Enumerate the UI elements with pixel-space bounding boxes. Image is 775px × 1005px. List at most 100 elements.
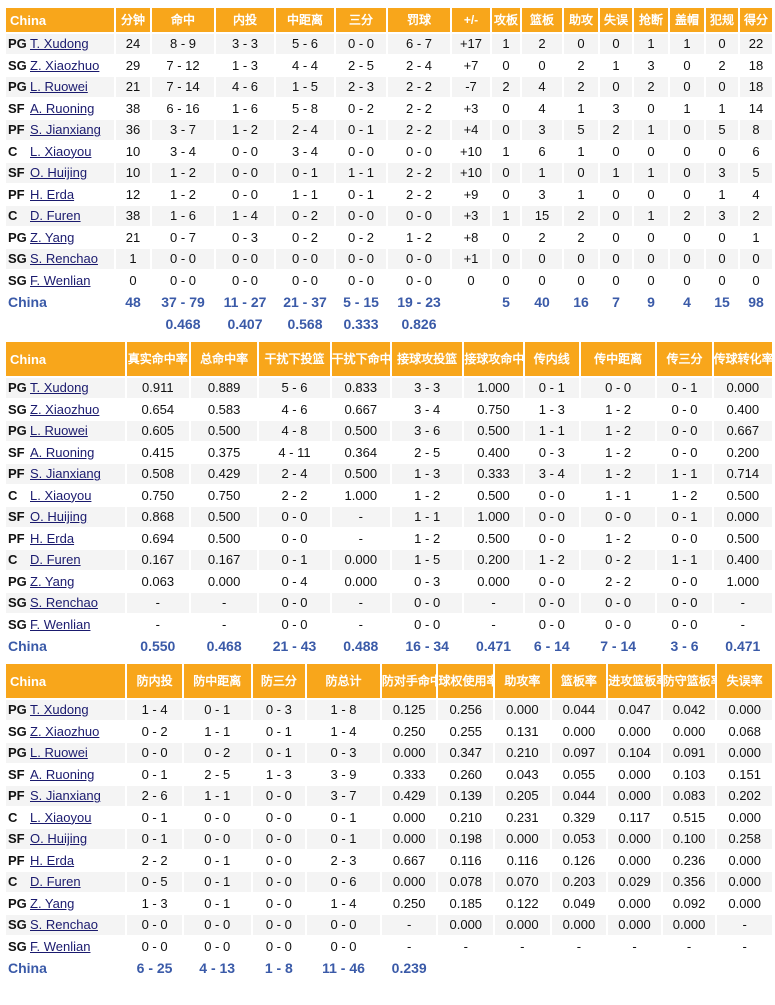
player-cell: PF S. Jianxiang — [6, 120, 114, 140]
stat-cell: 0.151 — [728, 766, 761, 782]
stat-cell: 8 — [740, 120, 772, 140]
player-row: PF H. Erda 0.694 0.500 0 - 0 - 1 - 2 0.500 0 - 0… — [6, 529, 772, 549]
stat-cell: 0 - 4 — [281, 573, 308, 589]
player-cell: SG Z. Xiaozhuo — [6, 56, 114, 76]
player-name-link[interactable]: F. Wenlian — [30, 616, 91, 632]
stat-cell: 0 - 1 — [336, 120, 386, 140]
percentage-cell — [634, 314, 668, 334]
stat-cell: 0.200 — [726, 444, 760, 460]
player-name-link[interactable]: F. Wenlian — [30, 938, 91, 954]
stat-cell: 0.000 — [438, 915, 494, 935]
player-name-link[interactable]: Z. Yang — [30, 573, 75, 589]
stat-cell: 0 — [612, 272, 620, 288]
player-name-link[interactable]: F. Wenlian — [30, 272, 91, 288]
stat-cell: 38 — [125, 100, 141, 116]
player-cell: SG Z. Xiaozhuo — [6, 400, 125, 420]
stat-cell: 0.083 — [662, 786, 716, 806]
stat-cell: 0 - 0 — [671, 530, 698, 546]
percentage-cell: 0.333 — [343, 316, 379, 332]
stat-cell: 0 - 0 — [580, 507, 656, 527]
stat-cell: 0.000 — [477, 573, 510, 589]
player-name-link[interactable]: Z. Xiaozhuo — [30, 401, 100, 417]
stat-cell: 2 — [740, 206, 772, 226]
total-cell: 5 — [502, 294, 510, 310]
player-name-link[interactable]: O. Huijing — [30, 165, 88, 181]
stat-cell: 0 — [564, 34, 598, 54]
stat-cell: 0 — [612, 143, 620, 159]
player-name-link[interactable]: D. Furen — [30, 208, 81, 224]
stat-cell: 0 - 0 — [231, 272, 258, 288]
player-position: PG — [8, 895, 27, 911]
stat-cell: 0 — [647, 272, 655, 288]
player-name-link[interactable]: L. Ruowei — [30, 79, 88, 95]
player-name-link[interactable]: O. Huijing — [30, 831, 88, 847]
stat-cell: 4 - 6 — [281, 401, 308, 417]
player-name-link[interactable]: T. Xudong — [30, 702, 89, 718]
team-header: China — [6, 342, 125, 376]
player-name-link[interactable]: S. Jianxiang — [30, 466, 101, 482]
stat-cell: 0.000 — [728, 852, 761, 868]
stat-cell: 1 - 1 — [183, 786, 251, 806]
stat-cell: 3 - 3 — [391, 378, 463, 398]
stat-cell: 1 — [683, 100, 691, 116]
stat-cell: 5 - 6 — [276, 34, 334, 54]
stat-cell: 0 — [706, 34, 738, 54]
stat-cell: 0 - 0 — [291, 272, 318, 288]
stat-cell: 0.125 — [381, 700, 437, 720]
stat-cell: 0 - 0 — [605, 616, 632, 632]
player-cell: C D. Furen — [6, 550, 125, 570]
player-name-link[interactable]: S. Renchao — [30, 917, 98, 933]
stat-cell: 2 - 2 — [388, 77, 450, 97]
player-name-link[interactable]: S. Jianxiang — [30, 122, 101, 138]
stat-cell: 4 - 8 — [259, 421, 330, 441]
stat-cell: 0 — [522, 249, 562, 269]
percentage-cell — [740, 314, 772, 334]
player-name-link[interactable]: S. Jianxiang — [30, 788, 101, 804]
stat-cell: 0.000 — [618, 723, 651, 739]
stat-cell: 0 - 0 — [231, 186, 258, 202]
player-name-link[interactable]: D. Furen — [30, 552, 81, 568]
stat-cell: 0 - 0 — [524, 593, 579, 613]
player-name-link[interactable]: A. Ruoning — [30, 766, 95, 782]
stat-cell: 0 — [683, 143, 691, 159]
player-name-link[interactable]: L. Xiaoyou — [30, 809, 92, 825]
stat-cell: - — [464, 593, 523, 613]
player-name-link[interactable]: L. Ruowei — [30, 745, 88, 761]
player-name-link[interactable]: D. Furen — [30, 874, 81, 890]
player-name-link[interactable]: H. Erda — [30, 186, 75, 202]
percentage-cell — [564, 314, 598, 334]
player-name-link[interactable]: S. Renchao — [30, 595, 98, 611]
stat-cell: 10 — [116, 163, 150, 183]
player-name-link[interactable]: L. Xiaoyou — [30, 487, 92, 503]
total-cell: 4 - 13 — [199, 960, 236, 976]
player-name-link[interactable]: A. Ruoning — [30, 444, 95, 460]
stat-cell: 0 - 0 — [414, 616, 441, 632]
player-name-link[interactable]: L. Ruowei — [30, 423, 88, 439]
stat-cell: 0.500 — [477, 530, 510, 546]
stat-cell: 0 — [129, 272, 137, 288]
player-name-link[interactable]: Z. Yang — [30, 229, 75, 245]
player-name-link[interactable]: Z. Xiaozhuo — [30, 57, 100, 73]
stat-cell: 0.000 — [618, 895, 651, 911]
column-header: 失误 — [600, 8, 632, 32]
player-name-link[interactable]: L. Xiaoyou — [30, 143, 92, 159]
player-position: PG — [8, 229, 27, 245]
player-cell: SF A. Ruoning — [6, 765, 125, 785]
player-name-link[interactable]: H. Erda — [30, 530, 75, 546]
stat-cell: 0 - 0 — [657, 421, 712, 441]
percentage-cell: 0.468 — [165, 316, 201, 332]
player-name-link[interactable]: T. Xudong — [30, 380, 89, 396]
player-name-link[interactable]: S. Renchao — [30, 251, 98, 267]
stat-cell: 0 — [718, 229, 726, 245]
player-name-link[interactable]: O. Huijing — [30, 509, 88, 525]
stat-cell: 2 - 4 — [276, 120, 334, 140]
player-name-link[interactable]: Z. Yang — [30, 895, 75, 911]
stat-cell: 0 — [683, 272, 691, 288]
player-name-link[interactable]: A. Ruoning — [30, 100, 95, 116]
player-name-link[interactable]: H. Erda — [30, 852, 75, 868]
player-name-link[interactable]: T. Xudong — [30, 36, 89, 52]
stat-cell: 1 - 1 — [291, 186, 318, 202]
stat-cell: 0 - 0 — [252, 786, 306, 806]
player-name-link[interactable]: Z. Xiaozhuo — [30, 723, 100, 739]
